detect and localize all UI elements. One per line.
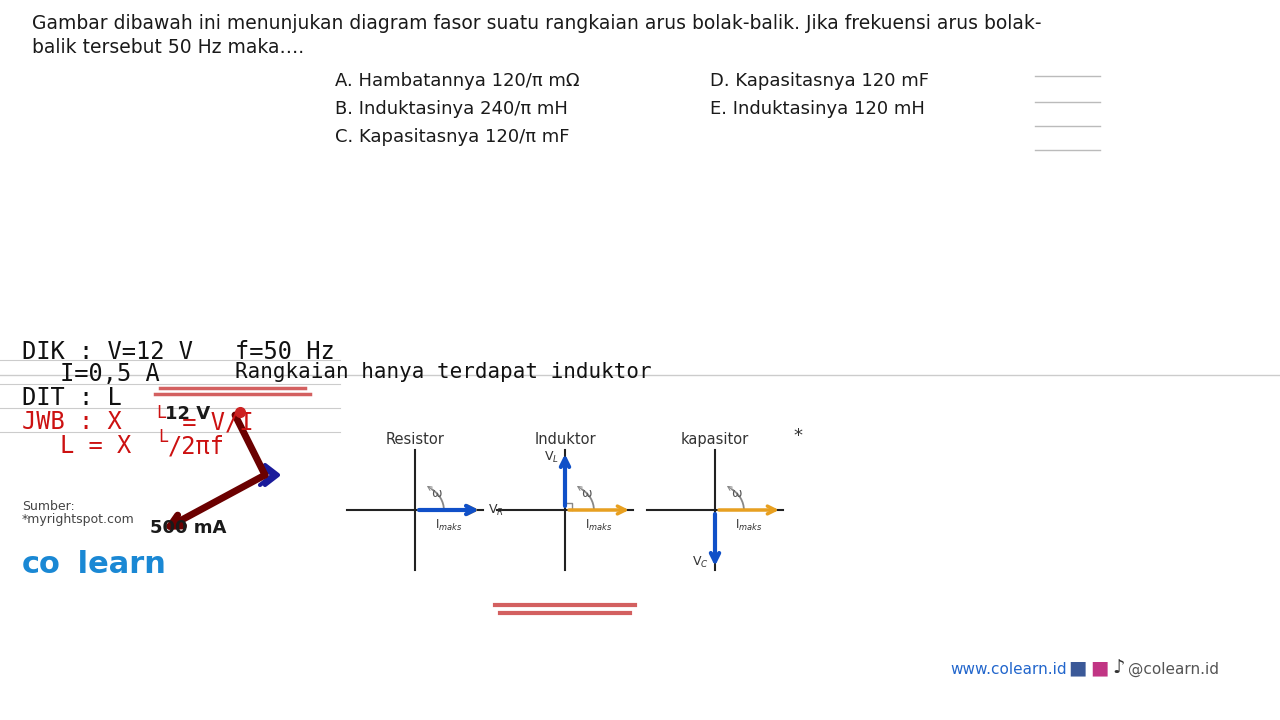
Text: I$_{maks}$: I$_{maks}$ [585, 518, 613, 533]
Text: Resistor: Resistor [385, 432, 444, 447]
Text: C. Kapasitasnya 120/π mF: C. Kapasitasnya 120/π mF [335, 128, 570, 146]
Text: ω: ω [731, 487, 742, 500]
Text: www.colearn.id: www.colearn.id [950, 662, 1066, 677]
Text: Gambar dibawah ini menunjukan diagram fasor suatu rangkaian arus bolak-balik. Ji: Gambar dibawah ini menunjukan diagram fa… [32, 14, 1042, 33]
Text: L: L [157, 428, 168, 446]
Text: 12 V: 12 V [165, 405, 210, 423]
Text: 500 mA: 500 mA [150, 519, 227, 537]
Text: learn: learn [67, 550, 166, 579]
Text: f=50 Hz: f=50 Hz [236, 340, 335, 364]
Text: B. Induktasinya 240/π mH: B. Induktasinya 240/π mH [335, 100, 568, 118]
Text: @colearn.id: @colearn.id [1128, 662, 1219, 678]
Text: *: * [794, 427, 803, 445]
Text: V$_L$: V$_L$ [544, 450, 559, 465]
Text: A. Hambatannya 120/π mΩ: A. Hambatannya 120/π mΩ [335, 72, 580, 90]
Text: /2πf: /2πf [168, 434, 225, 458]
Text: *myrightspot.com: *myrightspot.com [22, 513, 134, 526]
Text: ω: ω [431, 487, 442, 500]
Text: I$_{maks}$: I$_{maks}$ [735, 518, 763, 533]
Text: Induktor: Induktor [534, 432, 595, 447]
Text: E. Induktasinya 120 mH: E. Induktasinya 120 mH [710, 100, 925, 118]
Text: co: co [22, 550, 61, 579]
Text: JWB : X: JWB : X [22, 410, 122, 434]
Text: kapasitor: kapasitor [681, 432, 749, 447]
Text: balik tersebut 50 Hz maka….: balik tersebut 50 Hz maka…. [32, 38, 305, 57]
Text: DIK : V=12 V: DIK : V=12 V [22, 340, 193, 364]
Text: ω: ω [581, 487, 593, 500]
Text: DIT : L: DIT : L [22, 386, 122, 410]
Text: ■: ■ [1091, 658, 1108, 677]
Text: V$_R$: V$_R$ [488, 503, 504, 518]
Text: Rangkaian hanya terdapat induktor: Rangkaian hanya terdapat induktor [236, 362, 652, 382]
Text: I=0,5 A: I=0,5 A [60, 362, 160, 386]
Text: L: L [156, 404, 166, 422]
Text: ■: ■ [1068, 658, 1087, 677]
Text: V$_C$: V$_C$ [692, 555, 709, 570]
Text: D. Kapasitasnya 120 mF: D. Kapasitasnya 120 mF [710, 72, 929, 90]
Text: ♪: ♪ [1112, 658, 1125, 677]
Text: Sumber:: Sumber: [22, 500, 74, 513]
Text: = V/I: = V/I [168, 410, 253, 434]
Text: I$_{maks}$: I$_{maks}$ [435, 518, 463, 533]
Text: L = X: L = X [60, 434, 132, 458]
